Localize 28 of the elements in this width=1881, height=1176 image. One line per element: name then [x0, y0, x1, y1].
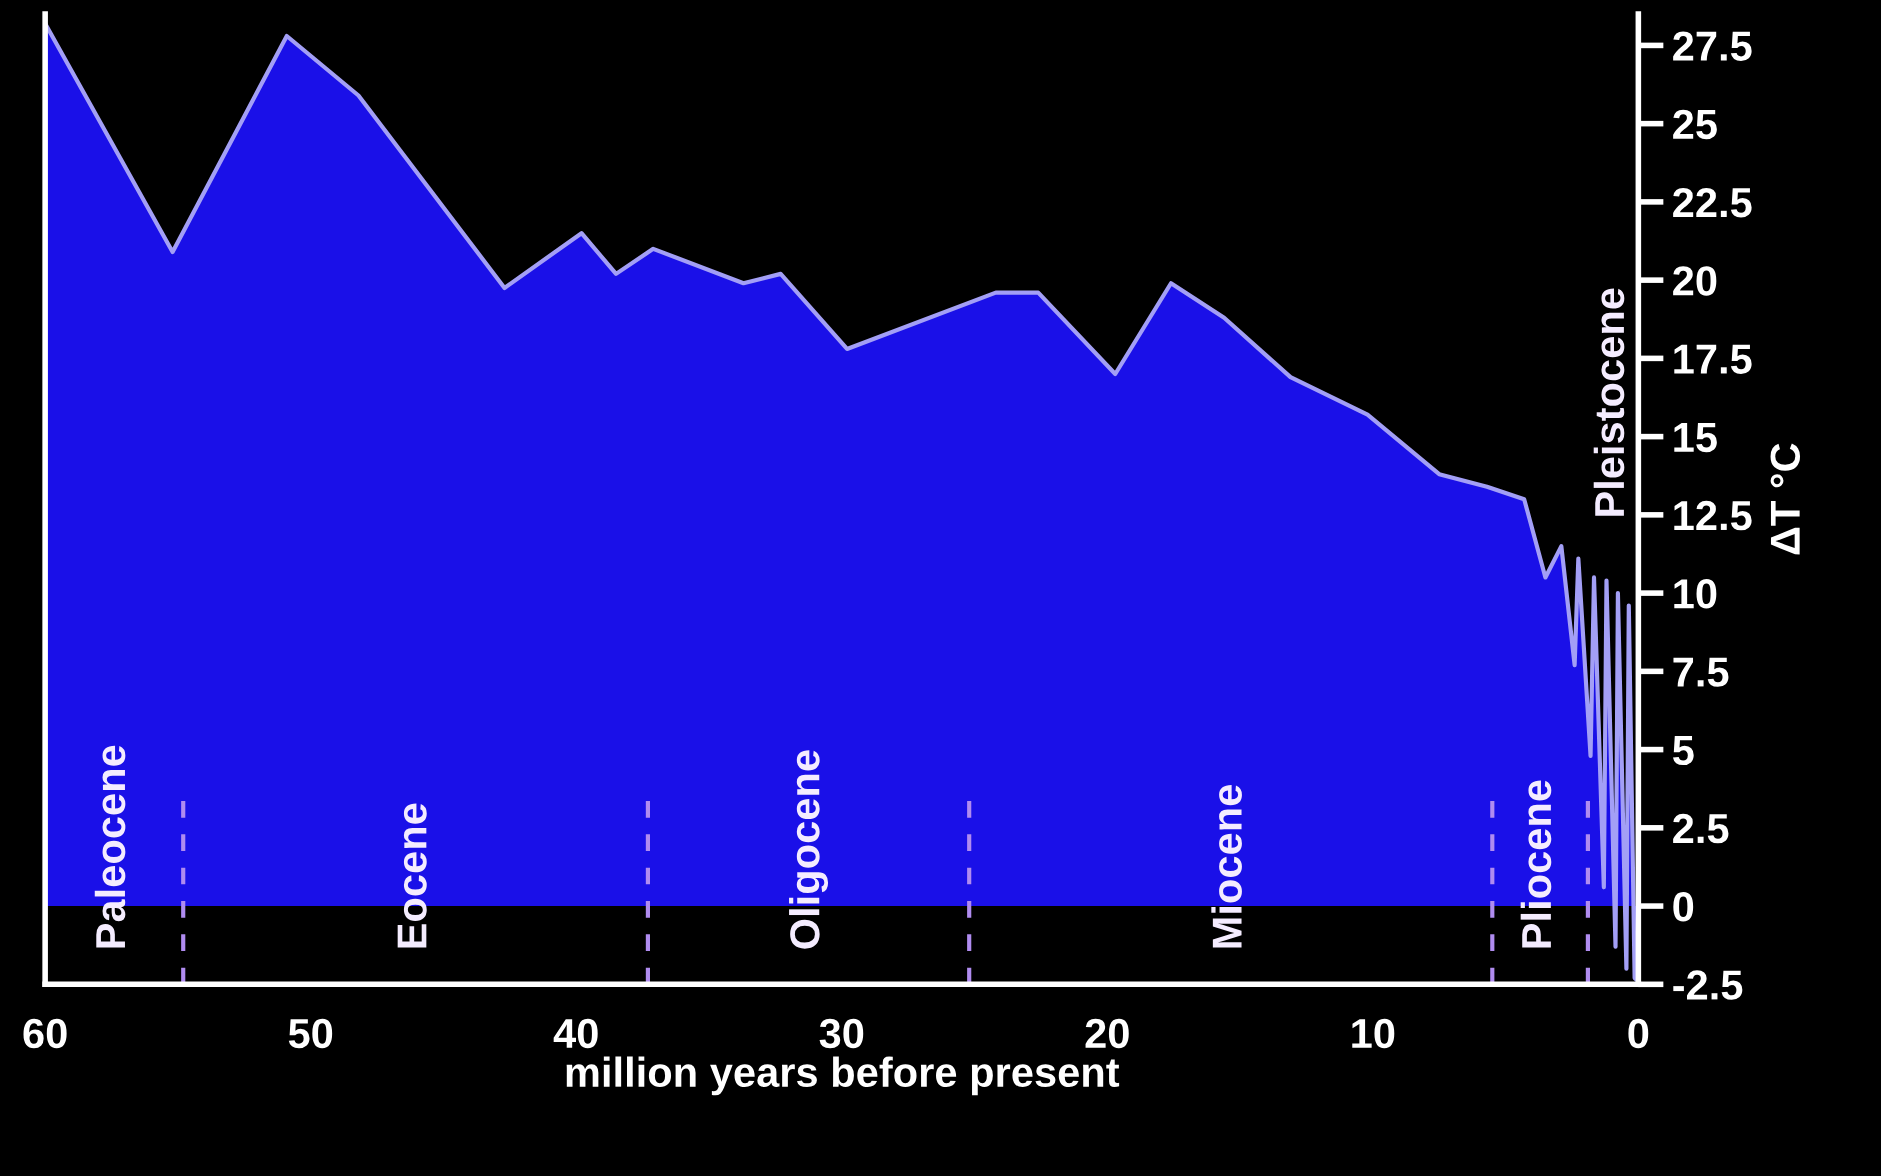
y-tick-label: 27.5 [1673, 31, 1752, 61]
annotation: Eocene [397, 803, 427, 948]
y-tick-label: -2.5 [1673, 970, 1743, 1000]
y-tick-label: 10 [1674, 579, 1717, 609]
y-tick-label: 22.5 [1673, 187, 1752, 218]
y-tick-label: 17.5 [1674, 344, 1752, 374]
annotation: Miocene [1211, 785, 1242, 948]
x-tick-label: 0 [1628, 1018, 1649, 1049]
x-tick-label: 60 [23, 1018, 67, 1049]
y-tick-label: 12.5 [1674, 500, 1752, 531]
y-tick-label: 25 [1673, 109, 1717, 140]
y-tick-label: 15 [1674, 423, 1717, 453]
x-tick-label: 50 [288, 1018, 333, 1049]
x-tick-label: 30 [819, 1018, 864, 1049]
y-tick-label: 20 [1673, 266, 1717, 296]
y-tick-label: 5 [1672, 736, 1694, 766]
y-tick-label: 0 [1673, 892, 1694, 922]
y-axis-title: ΔT °C [1770, 443, 1801, 555]
annotation: Oligocene [789, 750, 829, 949]
y-tick-label: 2.5 [1673, 813, 1729, 844]
x-axis-title: million years before present [566, 1056, 1120, 1096]
y-tick-label: 7.5 [1673, 657, 1729, 687]
x-tick-label: 10 [1352, 1018, 1395, 1049]
annotation: Pliocene [1520, 780, 1552, 948]
x-tick-label: 20 [1085, 1018, 1129, 1049]
x-tick-label: 40 [553, 1018, 598, 1049]
annotation: Pleistocene [1593, 288, 1625, 516]
annotation: Paleocene [94, 745, 126, 948]
